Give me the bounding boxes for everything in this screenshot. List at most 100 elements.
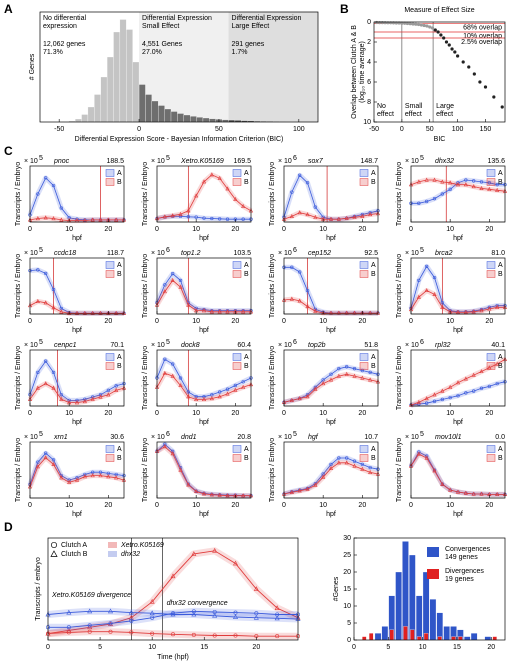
y-axis-label: # Genes (29, 53, 36, 80)
marker-circle (495, 183, 499, 187)
y-axis-label: Transcripts / Embryo (396, 162, 403, 226)
marker-triangle (432, 177, 437, 182)
marker-circle (448, 395, 452, 400)
x-axis-label: hpf (453, 327, 463, 334)
x-tick-label: 20 (231, 410, 239, 417)
x-tick-label: 0 (28, 318, 32, 325)
legend-swatch (232, 178, 242, 186)
x-axis-label: hpf (453, 419, 463, 426)
marker-circle (75, 476, 79, 480)
region-label: No differential (43, 15, 87, 22)
plot-frame (283, 349, 379, 407)
marker-triangle (463, 309, 468, 314)
legend-label: Clutch A (61, 542, 87, 549)
x-tick-label: 20 (231, 318, 239, 325)
marker-circle (321, 215, 325, 219)
marker-circle (360, 212, 364, 217)
bic-score: 92.5 (364, 250, 378, 257)
plot-frame (29, 257, 125, 315)
x-axis-label: hpf (72, 235, 82, 242)
legend-swatch (105, 353, 115, 361)
marker-triangle (336, 373, 341, 378)
y-axis-label: #Genes (333, 576, 340, 601)
legend-swatch (359, 454, 369, 462)
marker-triangle (424, 288, 429, 293)
x-axis-label: hpf (199, 419, 209, 426)
marker-circle (440, 301, 444, 305)
marker-circle (98, 393, 103, 397)
marker-circle (425, 264, 429, 269)
marker-triangle (360, 213, 365, 218)
scale-exponent: 5 (166, 155, 170, 162)
marker-triangle (74, 477, 80, 482)
marker-circle (290, 265, 294, 269)
marker-circle (472, 389, 476, 393)
marker-triangle (455, 309, 461, 314)
legend-swatch (486, 169, 496, 177)
marker-triangle (170, 373, 175, 378)
legend-label: A (117, 446, 122, 453)
marker-circle (163, 283, 167, 287)
marker-triangle (90, 473, 95, 478)
gene-name: rpl32 (435, 342, 451, 349)
marker-triangle (448, 487, 453, 492)
legend-swatch (359, 261, 369, 269)
legend-count: 149 genes (445, 554, 478, 561)
marker-triangle (178, 284, 183, 289)
marker-circle (337, 456, 341, 460)
x-tick-label: 20 (104, 318, 112, 325)
series-line (283, 212, 379, 220)
y-tick-label: 6 (367, 79, 371, 86)
region-label: expression (43, 23, 77, 30)
marker-triangle (162, 444, 167, 449)
point (403, 21, 407, 25)
x-tick-label: -50 (369, 126, 379, 133)
marker-triangle (212, 612, 218, 618)
marker-triangle (455, 380, 461, 385)
marker-triangle (225, 309, 230, 314)
scale-base: × 10 (405, 342, 419, 349)
marker-triangle (170, 451, 175, 456)
point (408, 22, 412, 26)
plot-frame (39, 11, 319, 123)
point (375, 20, 379, 25)
marker-circle (178, 214, 183, 219)
y-axis-label: Transcripts / Embryo (396, 438, 403, 502)
marker-triangle (368, 377, 373, 382)
marker-circle (313, 307, 317, 311)
point (492, 95, 496, 99)
marker-triangle (43, 381, 48, 386)
marker-triangle (170, 573, 176, 579)
y-axis-label: Transcripts / Embryo (396, 346, 403, 410)
region-count: 27.0% (142, 49, 162, 56)
legend-label: A (244, 354, 249, 361)
legend-swatch (359, 353, 369, 361)
marker-triangle (241, 309, 246, 314)
marker-triangle (178, 467, 183, 472)
x-tick-label: 50 (426, 126, 434, 133)
marker-triangle (495, 361, 500, 366)
bar (145, 94, 152, 123)
marker-circle (479, 180, 484, 184)
legend-label: A (371, 262, 376, 269)
marker-triangle (59, 475, 64, 480)
marker-circle (171, 632, 176, 637)
bar (106, 56, 114, 123)
scale-exponent: 6 (166, 247, 170, 254)
marker-circle (448, 187, 452, 191)
marker-triangle (313, 386, 318, 391)
legend-label: B (117, 455, 122, 462)
marker-triangle (66, 609, 72, 615)
y-tick-label: 4 (367, 59, 371, 66)
marker-triangle (149, 598, 155, 604)
marker-triangle (217, 492, 222, 497)
legend-swatch (359, 270, 369, 278)
bar (429, 599, 437, 641)
x-tick-label: 150 (480, 126, 492, 133)
marker-triangle (289, 397, 294, 402)
x-axis-label: hpf (199, 511, 209, 518)
marker-circle (417, 201, 421, 205)
bic-score: 169.5 (233, 158, 251, 165)
x-tick-label: 10 (192, 410, 200, 417)
y-axis-label: Transcripts / Embryo (396, 254, 403, 318)
